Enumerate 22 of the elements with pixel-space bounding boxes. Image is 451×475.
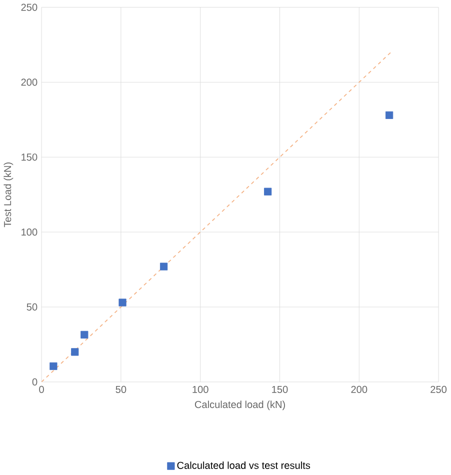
x-tick-label: 150 <box>272 386 288 394</box>
x-tick-label: 50 <box>116 386 126 394</box>
legend-label: Calculated load vs test results <box>177 462 310 469</box>
y-tick-label: 0 <box>32 378 38 386</box>
point <box>386 111 394 119</box>
y-tick-label: 250 <box>21 4 38 11</box>
y-tick-label: 100 <box>22 228 38 236</box>
point <box>80 330 88 339</box>
x-tick-label: 100 <box>192 386 209 394</box>
y-tick-label: 150 <box>22 154 38 161</box>
x-tick-label: 250 <box>430 386 447 394</box>
point <box>71 348 79 356</box>
y-tick-label: 200 <box>21 78 38 86</box>
point <box>118 298 126 306</box>
x-tick-label: 200 <box>351 386 368 394</box>
point <box>264 188 272 196</box>
y-tick-label: 50 <box>26 303 38 311</box>
x-tick-label: 0 <box>39 386 44 394</box>
point <box>50 362 58 370</box>
point <box>160 262 168 270</box>
x-axis-title: Calculated load (kN) <box>195 400 286 410</box>
y-axis-title: Test Load (kN) <box>4 162 14 228</box>
